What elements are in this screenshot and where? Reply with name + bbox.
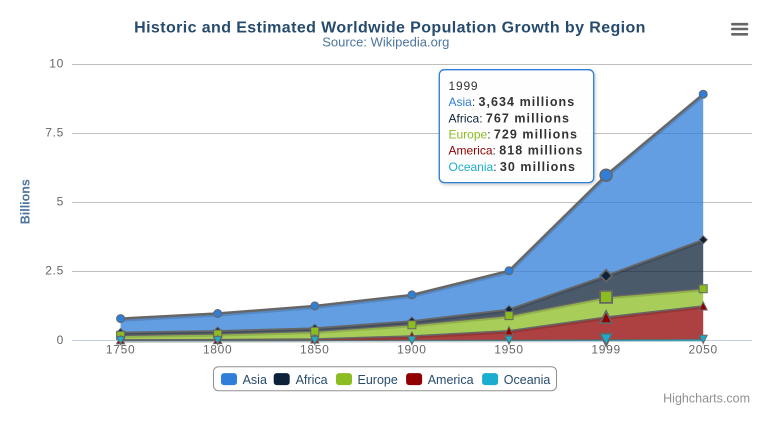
svg-text:Historic and Estimated Worldwi: Historic and Estimated Worldwide Populat… [134,19,646,36]
svg-text:Europe: Europe [358,373,398,387]
svg-text:Asia: 3,634 millions: Asia: 3,634 millions [449,95,576,109]
svg-text:7.5: 7.5 [45,125,64,139]
svg-text:2050: 2050 [688,343,718,357]
svg-text:1950: 1950 [494,343,524,357]
svg-text:1999: 1999 [591,343,621,357]
svg-text:1800: 1800 [203,343,233,357]
svg-text:1850: 1850 [300,343,330,357]
svg-text:Europe: 729 millions: Europe: 729 millions [449,128,579,142]
svg-text:Oceania: 30 millions: Oceania: 30 millions [449,160,577,174]
svg-text:Billions: Billions [19,179,33,224]
svg-text:2.5: 2.5 [45,264,64,278]
svg-text:10: 10 [49,56,64,70]
svg-text:5: 5 [57,195,64,209]
svg-text:1750: 1750 [106,343,136,357]
svg-text:Africa: 767 millions: Africa: 767 millions [449,111,571,125]
svg-text:Highcharts.com: Highcharts.com [663,392,750,406]
svg-text:Source: Wikipedia.org: Source: Wikipedia.org [322,34,449,49]
svg-text:Asia: Asia [243,373,267,387]
svg-text:America: 818 millions: America: 818 millions [449,144,584,158]
svg-text:1999: 1999 [449,79,479,93]
svg-text:0: 0 [57,333,64,347]
svg-text:1900: 1900 [397,343,427,357]
svg-text:Africa: Africa [296,373,328,387]
svg-text:Oceania: Oceania [504,373,551,387]
svg-text:America: America [428,373,474,387]
